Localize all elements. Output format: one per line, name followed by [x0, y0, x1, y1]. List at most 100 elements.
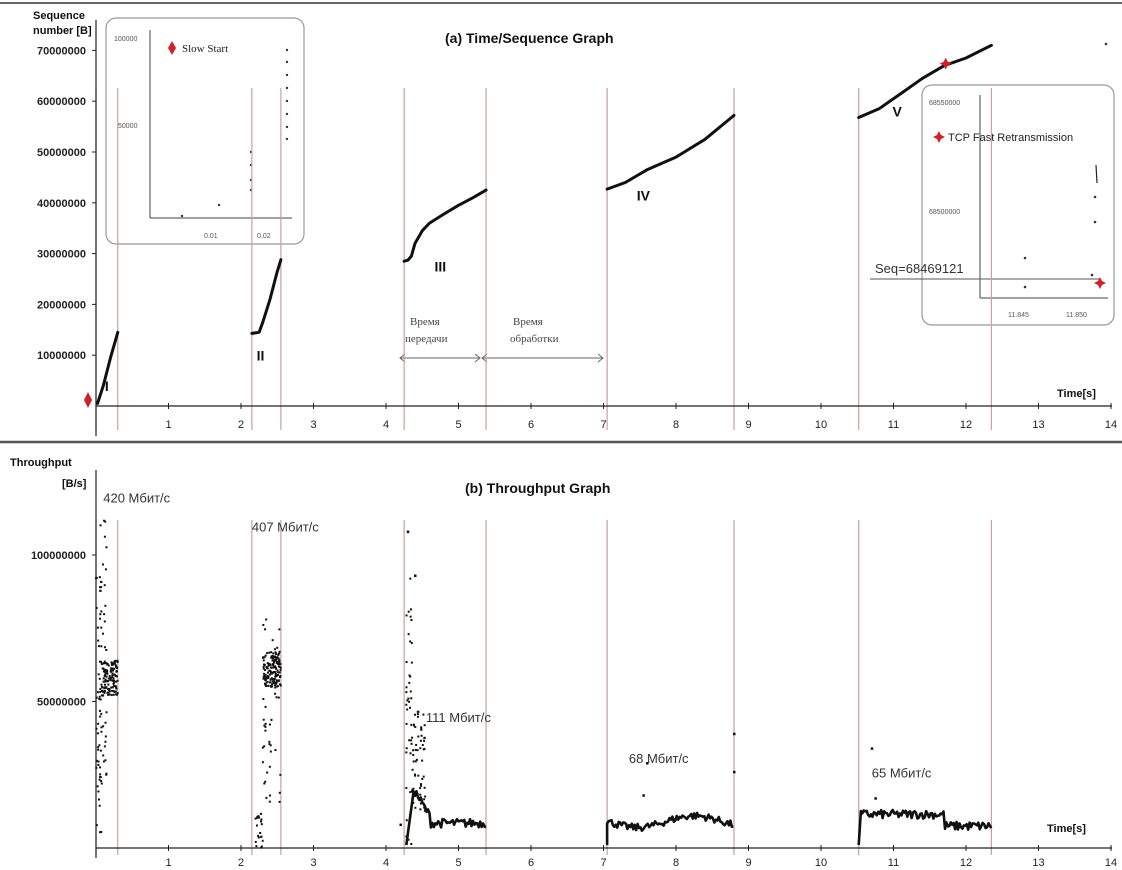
throughput-point: [277, 657, 280, 660]
throughput-point: [111, 686, 114, 689]
throughput-point: [111, 667, 114, 670]
throughput-point: [95, 606, 98, 609]
throughput-point: [277, 679, 280, 682]
throughput-point: [277, 696, 280, 699]
throughput-point: [275, 658, 278, 661]
throughput-point: [98, 804, 101, 807]
throughput-point: [260, 846, 263, 849]
throughput-point: [272, 682, 275, 685]
throughput-point: [260, 818, 263, 821]
throughput-point: [272, 671, 275, 674]
throughput-point: [110, 661, 113, 664]
throughput-point: [257, 834, 260, 837]
throughput-point: [100, 581, 103, 584]
throughput-point: [105, 711, 108, 714]
throughput-point: [98, 697, 101, 700]
chart-a-ytick-label: 70000000: [37, 45, 86, 57]
throughput-point: [263, 672, 266, 675]
throughput-point: [276, 685, 279, 688]
throughput-point: [104, 604, 107, 607]
throughput-point: [114, 690, 117, 693]
throughput-annotation: 407 Мбит/с: [252, 520, 319, 535]
throughput-point: [103, 646, 106, 649]
throughput-point: [399, 823, 402, 827]
chart-b-xtick-label: 12: [960, 857, 972, 869]
throughput-point: [254, 817, 257, 820]
throughput-point: [105, 772, 108, 775]
throughput-point: [273, 680, 276, 683]
throughput-point: [263, 682, 266, 685]
throughput-point: [423, 737, 426, 740]
throughput-point: [268, 800, 271, 803]
throughput-point: [266, 667, 269, 670]
throughput-point: [111, 663, 114, 666]
throughput-point: [270, 677, 273, 680]
throughput-point: [273, 659, 276, 662]
throughput-point: [105, 648, 108, 651]
throughput-point: [268, 765, 271, 768]
throughput-point: [270, 666, 273, 669]
throughput-point: [415, 743, 418, 746]
throughput-point: [100, 782, 103, 785]
throughput-point: [266, 652, 269, 655]
throughput-point: [104, 740, 107, 743]
throughput-point: [405, 661, 408, 664]
throughput-point: [277, 662, 280, 665]
throughput-point: [270, 656, 273, 659]
throughput-point: [421, 777, 424, 780]
throughput-point: [103, 745, 106, 748]
throughput-point: [422, 775, 425, 778]
throughput-point: [405, 786, 408, 789]
throughput-point: [278, 800, 281, 803]
throughput-point: [406, 699, 409, 702]
throughput-point: [99, 690, 102, 693]
throughput-point: [102, 563, 105, 566]
throughput-point: [100, 690, 103, 693]
chart-a-title: (a) Time/Sequence Graph: [445, 30, 614, 46]
throughput-point: [100, 683, 103, 686]
throughput-point: [419, 783, 422, 786]
throughput-point: [262, 663, 265, 666]
throughput-point: [260, 812, 263, 815]
throughput-point: [273, 682, 276, 685]
throughput-point: [422, 713, 425, 716]
throughput-point: [274, 749, 277, 752]
throughput-point: [97, 798, 100, 801]
chart-b-ytick-label: 50000000: [37, 697, 86, 709]
throughput-point: [279, 663, 282, 666]
throughput-point: [279, 683, 282, 686]
throughput-point: [97, 645, 100, 648]
chart-b-xtick-label: 4: [383, 857, 389, 869]
period-label-processing-line1: Время: [513, 316, 543, 328]
throughput-point: [106, 672, 109, 675]
throughput-point: [99, 687, 102, 690]
throughput-point: [116, 693, 119, 696]
chart-b-xtick-label: 5: [455, 857, 461, 869]
throughput-point: [411, 768, 414, 771]
retrans-point-icon: [1094, 277, 1106, 289]
throughput-point: [279, 676, 282, 679]
throughput-point: [113, 673, 116, 676]
throughput-point: [103, 687, 106, 690]
throughput-point: [100, 694, 103, 697]
throughput-point: [100, 712, 103, 715]
chart-b-xtick-label: 8: [673, 857, 679, 869]
throughput-point: [258, 816, 261, 819]
chart-a-xtick-label: 5: [455, 419, 461, 431]
throughput-point: [410, 641, 413, 644]
throughput-point: [99, 831, 102, 834]
throughput-point: [99, 749, 102, 752]
segment-label-IV: IV: [637, 187, 651, 203]
throughput-point: [104, 673, 107, 676]
throughput-point: [112, 684, 115, 687]
throughput-point: [405, 722, 408, 725]
throughput-point: [114, 659, 117, 662]
throughput-point: [421, 744, 424, 747]
throughput-point: [414, 760, 417, 763]
throughput-point: [100, 730, 103, 733]
throughput-point: [272, 663, 275, 666]
throughput-point: [276, 660, 279, 663]
throughput-point: [109, 679, 112, 682]
chart-a-xtick-label: 13: [1032, 419, 1044, 431]
